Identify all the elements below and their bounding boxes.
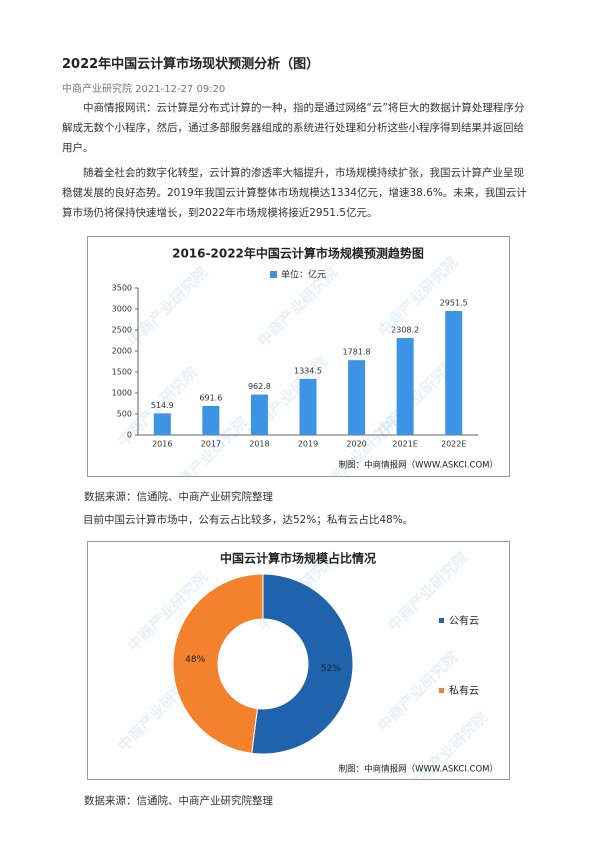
bar	[250, 394, 268, 435]
data-label: 691.6	[199, 393, 222, 402]
source-note: 数据来源：信通院、中商产业研究院整理	[84, 795, 273, 807]
bar	[396, 338, 414, 435]
bar	[445, 311, 463, 435]
bar	[153, 413, 171, 435]
data-label: 52%	[321, 664, 341, 674]
donut-chart: 中商产业研究院中商产业研究院中商产业研究院中商产业研究院中商产业研究院中商产业研…	[114, 548, 498, 795]
x-tick-label: 2018	[249, 440, 269, 449]
legend-swatch	[439, 618, 444, 623]
data-label: 962.8	[248, 382, 271, 391]
bar	[299, 378, 317, 435]
data-label: 514.9	[151, 401, 174, 410]
chart-footer: 制图：中商情报网（WWW.ASKCI.COM）	[339, 460, 498, 471]
x-tick-label: 2019	[298, 440, 318, 449]
y-tick-label: 3500	[112, 284, 132, 293]
data-label: 2951.5	[440, 299, 468, 308]
data-label: 48%	[185, 655, 205, 665]
y-tick-label: 2000	[112, 347, 132, 356]
y-tick-label: 3000	[112, 305, 132, 314]
y-tick-label: 1500	[112, 368, 132, 377]
chart-box: 中商产业研究院中商产业研究院中商产业研究院中商产业研究院中商产业研究院中商产业研…	[87, 541, 510, 795]
data-label: 1334.5	[294, 366, 322, 375]
y-tick-label: 0	[127, 431, 132, 440]
x-tick-label: 2022E	[441, 440, 466, 449]
x-tick-label: 2021E	[392, 440, 417, 449]
chart-box: 中商产业研究院中商产业研究院中商产业研究院中商产业研究院中商产业研究院中商产业研…	[87, 236, 510, 501]
donut-segment	[251, 573, 354, 755]
watermark: 中商产业研究院	[124, 263, 211, 350]
article-meta: 中商产业研究院 2021-12-27 09:20	[62, 84, 226, 95]
legend-swatch	[439, 688, 444, 693]
donut-segment	[172, 573, 264, 754]
data-label: 1781.8	[343, 348, 371, 357]
legend-label: 私有云	[449, 684, 479, 697]
legend-label: 公有云	[449, 614, 479, 627]
paragraph: 中商情报网讯：云计算是分布式计算的一种，指的是通过网络“云”将巨大的数据计算处理…	[62, 102, 525, 154]
source-note: 数据来源：信通院、中商产业研究院整理	[84, 491, 273, 503]
x-tick-label: 2017	[201, 440, 221, 449]
bar	[202, 405, 220, 435]
y-tick-label: 500	[117, 410, 132, 419]
legend-label: 单位：亿元	[281, 269, 326, 281]
y-tick-label: 1000	[112, 389, 132, 398]
data-label: 2308.2	[391, 326, 419, 335]
legend-swatch	[270, 271, 277, 278]
x-tick-label: 2016	[152, 440, 172, 449]
bar	[348, 360, 366, 435]
article-title: 2022年中国云计算市场现状预测分析（图）	[62, 57, 320, 72]
chart-title: 中国云计算市场规模占比情况	[220, 551, 376, 566]
chart-footer: 制图：中商情报网（WWW.ASKCI.COM）	[339, 764, 498, 775]
x-tick-label: 2020	[346, 440, 366, 449]
paragraph: 目前中国云计算市场中，公有云占比较多，达52%；私有云占比48%。	[83, 514, 414, 526]
y-tick-label: 2500	[112, 326, 132, 335]
paragraph: 随着全社会的数字化转型，云计算的渗透率大幅提升，市场规模持续扩张，我国云计算产业…	[62, 167, 527, 219]
chart-title: 2016-2022年中国云计算市场规模预测趋势图	[172, 246, 424, 261]
